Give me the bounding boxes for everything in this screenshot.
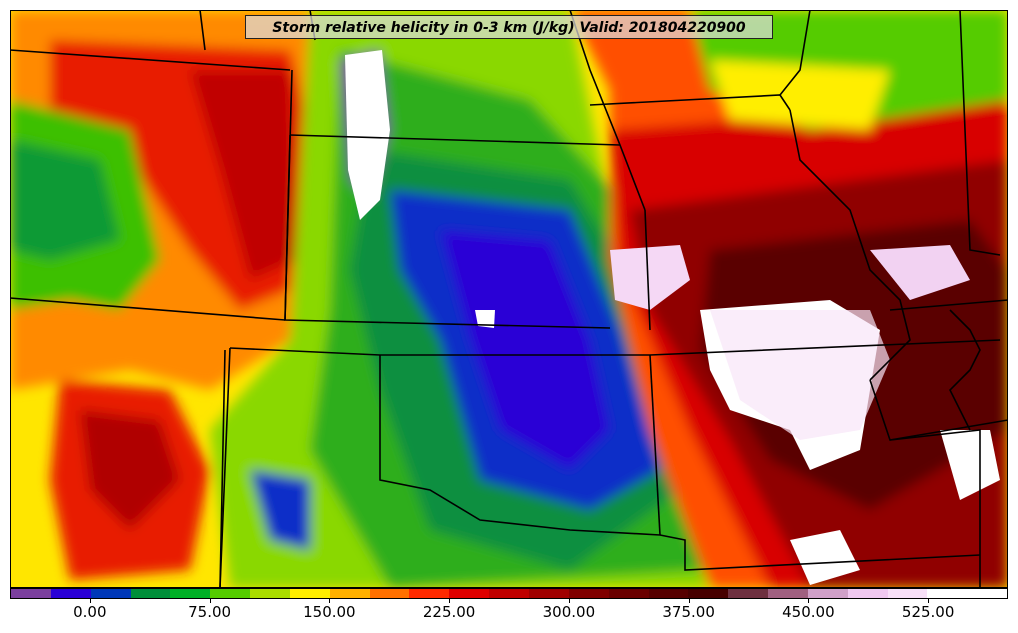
border-wy-north	[10, 49, 291, 71]
colorbar-swatch	[728, 589, 769, 598]
colorbar-tick-label: 525.00	[901, 603, 955, 621]
map-title: Storm relative helicity in 0-3 km (J/kg)…	[245, 15, 773, 39]
border-ne-east	[569, 10, 646, 211]
border-tx-west	[219, 347, 231, 588]
colorbar-swatch	[807, 589, 848, 598]
border-ks-ne	[284, 134, 611, 329]
border-ar-east	[869, 379, 981, 588]
colorbar-swatch	[250, 589, 290, 598]
colorbar-tick-mark	[449, 599, 451, 603]
field-white-core-arkansas	[870, 245, 970, 300]
border-nm-line	[219, 349, 226, 588]
colorbar-swatch	[130, 589, 171, 598]
field-white-core-south	[790, 530, 860, 585]
border-mo-river	[789, 109, 911, 381]
colorbar-swatch	[528, 589, 569, 598]
field-mountain-green2	[10, 140, 120, 260]
helicity-map	[10, 10, 1008, 588]
border-mississippi	[949, 309, 981, 431]
colorbar-tick-label: 225.00	[422, 603, 476, 621]
colorbar-tick-label: 450.00	[782, 603, 835, 621]
colorbar-tick-mark	[928, 599, 930, 603]
colorbar-tick-label: 0.00	[73, 603, 107, 621]
colorbar-swatch	[768, 589, 808, 598]
colorbar-swatch	[568, 589, 609, 598]
border-ok-east	[649, 354, 661, 536]
field-texas-blue	[250, 470, 310, 550]
field-plains-blue2	[440, 230, 610, 470]
border-north-top	[199, 10, 206, 51]
colorbar-swatch	[847, 589, 888, 598]
border-tx-south	[659, 534, 981, 571]
border-il-east	[959, 10, 1001, 256]
colorbar-swatch	[170, 589, 211, 598]
border-tn-line	[889, 299, 1008, 311]
field-east-yellow-north	[710, 60, 890, 130]
colorbar-swatch	[927, 589, 968, 598]
colorbar-swatch	[50, 589, 91, 598]
field-pink-core-missouri	[710, 310, 890, 440]
colorbar-swatch	[369, 589, 410, 598]
colorbar-swatch	[329, 589, 370, 598]
colorbar-tick-label: 375.00	[662, 603, 715, 621]
border-co-north	[10, 297, 286, 321]
colorbar-tick-mark	[209, 599, 211, 603]
colorbar-swatch	[967, 589, 1008, 598]
field-white-core-nebraska	[345, 50, 390, 220]
colorbar-ticks: 0.00 75.00 150.00 225.00 300.00 375.00 450.00 5…	[10, 599, 1008, 629]
border-ok-panhandle	[379, 355, 661, 536]
colorbar-swatch	[11, 589, 51, 598]
colorbar-tick-label: 150.00	[303, 603, 356, 621]
border-ok-north	[229, 339, 1001, 356]
map-border	[10, 10, 1008, 588]
state-borders	[10, 10, 1008, 588]
colorbar-swatch	[887, 589, 928, 598]
field-white-core-se	[940, 430, 1000, 500]
field-pink-core-kansas	[610, 245, 690, 310]
colorbar-tick-mark	[568, 599, 570, 603]
colorbar-swatch	[409, 589, 450, 598]
colorbar-swatch	[449, 589, 490, 598]
colorbar-tick-mark	[688, 599, 690, 603]
colorbar-swatch	[210, 589, 251, 598]
colorbar-swatch	[648, 589, 689, 598]
colorbar-swatch	[688, 589, 729, 598]
colorbar	[10, 588, 1008, 599]
colorbar-swatch	[289, 589, 330, 598]
field-white-core-small	[475, 310, 495, 328]
colorbar-tick-mark	[808, 599, 810, 603]
colorbar-swatch	[90, 589, 131, 598]
colorbar-swatch	[608, 589, 649, 598]
colorbar-tick-mark	[89, 599, 91, 603]
colorbar-swatch	[489, 589, 529, 598]
border-ks-east	[644, 209, 651, 331]
border-ne-south	[289, 134, 621, 146]
colorbar-tick-label: 300.00	[542, 603, 596, 621]
border-ms	[889, 419, 1008, 441]
colorbar-tick-label: 75.00	[188, 603, 232, 621]
field-sw-darkred	[80, 410, 180, 530]
field-rockies-darkred	[190, 70, 295, 280]
colorbar-tick-mark	[329, 599, 331, 603]
border-ia-east	[779, 10, 811, 96]
